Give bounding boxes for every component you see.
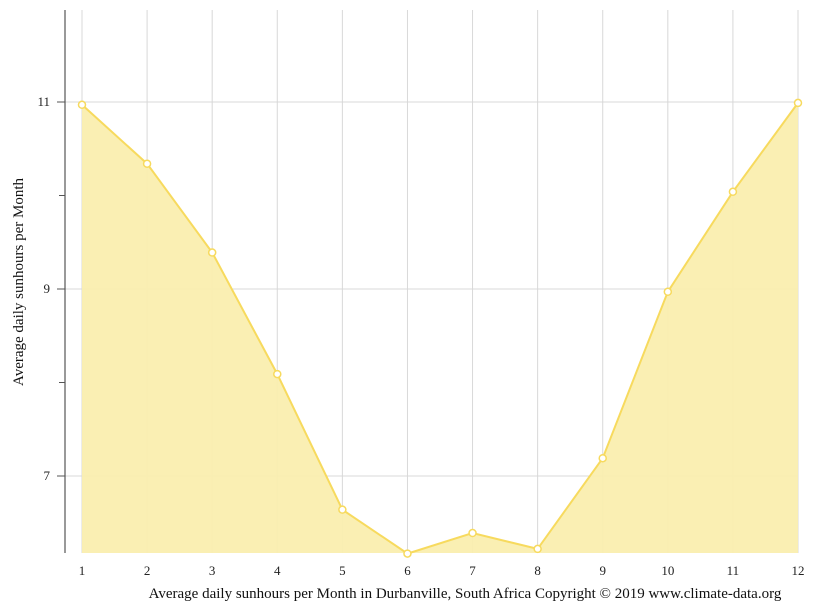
x-tick-label: 6 [404, 563, 411, 578]
x-axis-ticks: 1 2 3 4 5 6 7 8 9 10 11 12 [79, 563, 805, 578]
data-point [403, 549, 412, 558]
x-tick-label: 7 [469, 563, 476, 578]
x-tick-label: 9 [599, 563, 606, 578]
x-tick-label: 10 [661, 563, 674, 578]
x-tick-label: 11 [727, 563, 740, 578]
x-tick-label: 5 [339, 563, 346, 578]
y-axis-ticks: 7 9 11 [37, 94, 65, 483]
x-tick-label: 2 [144, 563, 151, 578]
data-point [77, 100, 87, 110]
x-tick-label: 12 [792, 563, 805, 578]
data-point [663, 287, 673, 297]
y-tick-label: 11 [37, 94, 50, 109]
y-tick-label: 9 [44, 281, 51, 296]
x-tick-label: 3 [209, 563, 216, 578]
data-line [81, 102, 799, 555]
data-points [77, 98, 803, 558]
x-tick-label: 1 [79, 563, 86, 578]
data-point [533, 544, 542, 554]
data-point [793, 98, 803, 108]
data-point [273, 369, 282, 379]
data-point [338, 505, 347, 514]
x-axis-title: Average daily sunhours per Month in Durb… [149, 586, 782, 602]
data-point [207, 248, 217, 257]
data-point [728, 187, 738, 197]
x-tick-label: 4 [274, 563, 281, 578]
data-point [598, 453, 607, 463]
data-point [142, 159, 152, 168]
y-axis-title: Average daily sunhours per Month [11, 178, 27, 387]
area-fill [82, 102, 798, 554]
y-tick-label: 7 [44, 468, 51, 483]
data-point [468, 528, 477, 538]
x-tick-label: 8 [534, 563, 541, 578]
